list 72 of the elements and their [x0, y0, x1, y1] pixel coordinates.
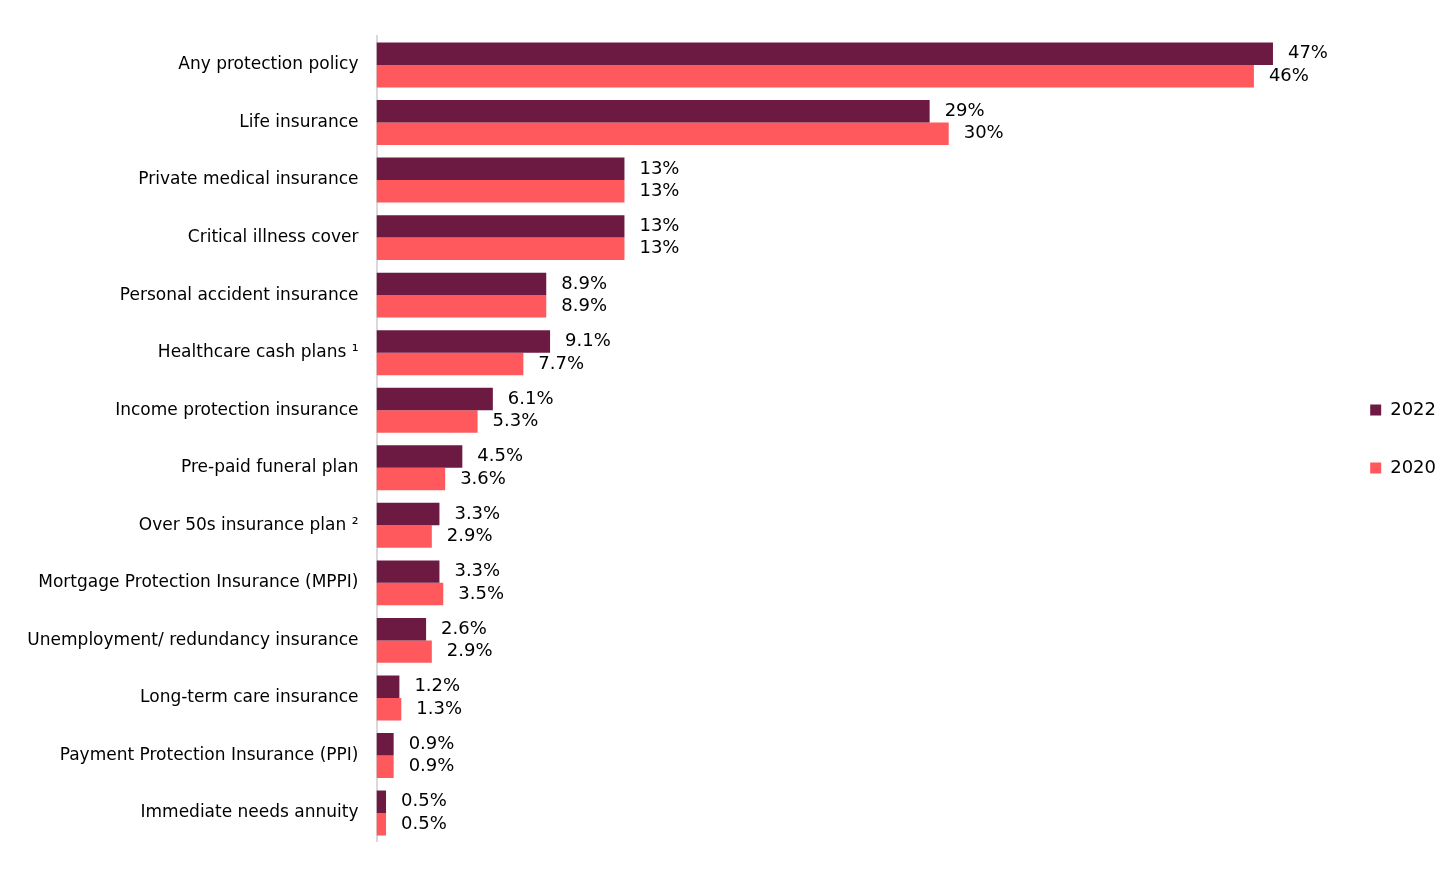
y-tick-label: Unemployment/ redundancy insurance	[27, 628, 359, 649]
bar	[376, 410, 478, 433]
data-label: 6.1%	[507, 386, 554, 408]
data-label: 47%	[1287, 41, 1328, 63]
y-tick-label: Personal accident insurance	[119, 283, 359, 304]
y-tick-label: Over 50s insurance plan ²	[138, 513, 359, 534]
bar	[376, 445, 463, 468]
bar	[376, 525, 432, 548]
data-label: 2.6%	[441, 616, 487, 638]
data-label: 0.9%	[408, 731, 455, 753]
legend-label: 2022	[1390, 397, 1436, 419]
bar	[376, 122, 949, 145]
bar	[376, 352, 524, 376]
bar	[376, 215, 625, 238]
bar	[376, 813, 387, 836]
y-tick-label: Income protection insurance	[115, 398, 359, 419]
data-label: 5.3%	[492, 409, 539, 431]
data-label: 1.3%	[416, 696, 463, 718]
y-tick-label: Any protection policy	[178, 53, 359, 74]
bar	[376, 237, 625, 261]
y-tick-label: Pre-paid funeral plan	[180, 456, 359, 477]
data-label: 2.9%	[446, 524, 493, 546]
data-label: 13%	[639, 156, 680, 178]
bar	[376, 180, 625, 203]
bar	[376, 675, 400, 698]
bar	[376, 697, 402, 721]
data-label: 8.9%	[561, 294, 607, 316]
data-label: 3.5%	[458, 581, 504, 603]
y-tick-label: Healthcare cash plans ¹	[157, 341, 359, 362]
bar	[376, 467, 446, 491]
bar	[376, 582, 444, 606]
data-label: 0.5%	[401, 811, 447, 833]
bar	[376, 502, 440, 526]
y-tick-label: Mortgage Protection Insurance (MPPI)	[38, 571, 359, 592]
bar	[376, 64, 1254, 88]
data-label: 3.6%	[460, 466, 506, 488]
data-label: 0.9%	[408, 754, 455, 776]
data-label: 13%	[639, 214, 680, 236]
data-label: 29%	[944, 98, 985, 120]
data-label: 1.2%	[414, 674, 461, 696]
bar	[376, 560, 440, 583]
bar	[376, 330, 551, 353]
bar	[376, 157, 625, 181]
y-tick-label: Immediate needs annuity	[140, 801, 359, 822]
legend-label: 2020	[1390, 455, 1436, 477]
bar	[376, 42, 1273, 65]
y-tick-label: Private medical insurance	[138, 168, 359, 189]
data-label: 30%	[963, 121, 1004, 143]
y-tick-label: Long-term care insurance	[140, 686, 359, 707]
bar	[376, 295, 547, 318]
y-tick-label: Life insurance	[239, 110, 359, 131]
data-label: 13%	[639, 236, 680, 258]
bar	[376, 272, 547, 296]
data-label: 46%	[1268, 63, 1309, 85]
bar	[376, 733, 394, 756]
data-label: 13%	[639, 178, 680, 200]
data-label: 7.7%	[538, 351, 585, 373]
bar	[376, 617, 427, 641]
data-label: 3.3%	[454, 501, 501, 523]
data-label: 2.9%	[446, 639, 493, 661]
bar	[376, 640, 432, 663]
data-label: 3.3%	[454, 559, 501, 581]
y-tick-label: Payment Protection Insurance (PPI)	[59, 743, 359, 764]
data-label: 8.9%	[561, 271, 607, 293]
data-label: 4.5%	[477, 444, 524, 466]
bar	[376, 387, 493, 411]
bar	[376, 755, 394, 778]
data-label: 0.5%	[401, 789, 447, 811]
bar	[376, 790, 387, 814]
bar	[376, 100, 930, 123]
y-tick-label: Critical illness cover	[187, 226, 359, 247]
data-label: 9.1%	[565, 329, 611, 351]
